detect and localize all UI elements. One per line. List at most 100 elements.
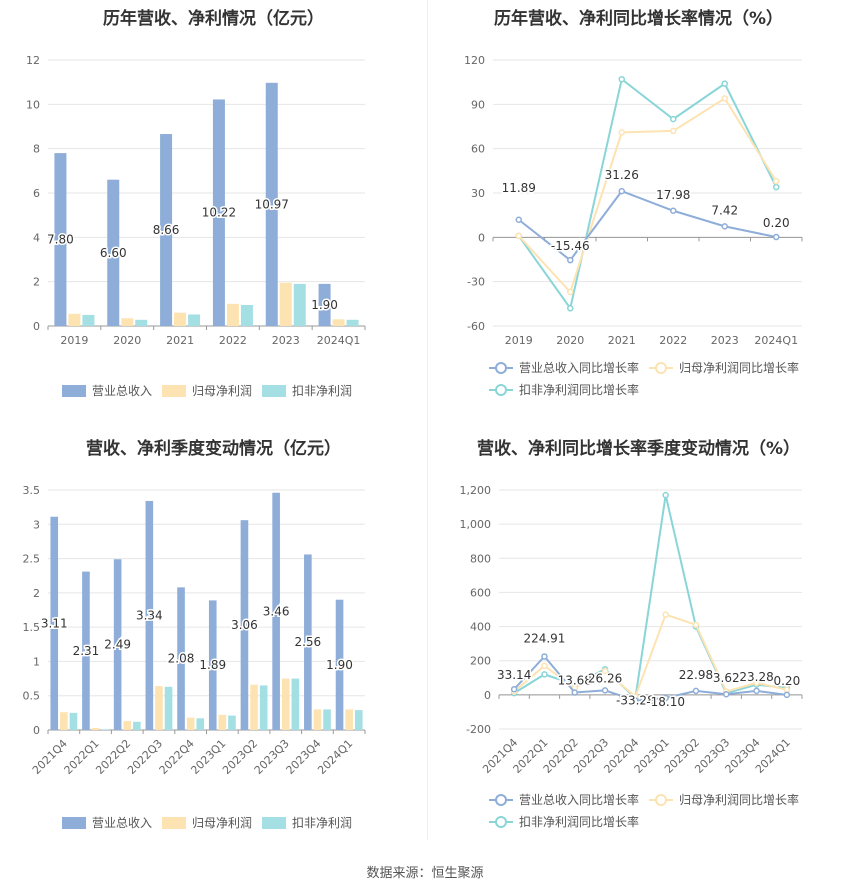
data-label: 1.90 [326,658,353,672]
series-point [721,95,728,102]
bar [186,717,195,730]
annual-revenue-profit-chart: 0 2 4 6 8 10 12 2019 2020 2021 2022 2023 2024Q1 7.80 6… [26,54,366,398]
y-tick-label: 2 [33,587,40,600]
bar [101,729,109,730]
y-tick-label: 10 [26,98,40,111]
x-tick-label: 2022 [219,334,247,347]
legend-label: 营业总收入 [92,384,152,398]
x-tick-label: 2019 [60,334,88,347]
data-source: 数据来源：恒生聚源 [366,866,484,881]
y-tick-label: 90 [471,98,485,111]
data-label: 3.06 [231,618,258,632]
bar [208,600,217,730]
panel-divider [427,0,428,840]
legend-label: 归母净利润同比增长率 [679,360,799,375]
bar [304,554,312,730]
data-label: 0.20 [763,216,790,230]
series-point [721,223,728,230]
data-label: -18.10 [646,695,685,709]
legend-swatch [62,817,86,829]
y-tick-label: 3.5 [23,484,41,497]
data-label: 6.60 [100,246,127,260]
y-tick-label: -30 [467,276,485,289]
data-label: 7.80 [47,233,74,247]
y-tick-label: 400 [470,621,491,634]
y-tick-label: 0 [33,724,40,737]
legend-swatch [262,817,286,829]
series-point [670,115,677,123]
series-point [632,697,639,704]
data-label: 7.42 [711,203,738,217]
y-tick-label: 8 [33,143,40,156]
series-point [515,216,522,224]
legend-swatch [262,385,286,397]
series-point [567,288,574,296]
legend-label: 归母净利润同比增长率 [679,792,799,807]
y-tick-label: -60 [467,320,485,333]
series-point [670,207,677,215]
bar [218,714,227,730]
x-tick-label: 2024Q1 [754,334,798,347]
legend-label: 营业总收入 [92,816,152,830]
legend-marker [655,794,667,806]
series-point [662,611,669,618]
data-label: 8.66 [153,223,180,237]
bar [272,492,280,730]
legend-marker [655,362,667,374]
bar [250,684,258,730]
bar [228,715,236,730]
annual-growth-panel: 历年营收、净利同比增长率情况（%） -60 -30 0 30 60 90 120 2019 20… [427,0,850,420]
bar [54,153,67,326]
series-point [601,667,609,675]
bar [91,727,100,730]
series-point [773,233,780,241]
bar [345,709,353,730]
series-point [541,671,548,678]
bar [332,319,345,326]
data-label: 3.46 [263,604,290,618]
annual-revenue-profit-title: 历年营收、净利情况（亿元） [103,9,324,29]
legend-swatch [62,385,86,397]
quarterly-revenue-profit-chart: 00.511.522.533.52021Q42022Q12022Q22022Q3… [23,484,366,830]
bar [145,500,154,730]
bar [107,179,120,326]
bar [164,686,173,730]
y-tick-label: 600 [470,586,491,599]
annual-growth-chart: -60 -30 0 30 60 90 120 2019 2020 2021 2022 2023 2024… [464,54,803,397]
data-label: 11.89 [502,181,536,195]
legend-label: 扣非净利润 [292,816,352,830]
y-tick-label: 0 [484,689,491,702]
quarterly-growth-panel: 营收、净利同比增长率季度变动情况（%） -200 0 200 400 600 800 1,0… [427,426,850,846]
bar [293,283,306,326]
x-tick-label: 2019 [505,334,533,347]
data-label: 0.20 [773,674,800,688]
quarterly-growth-chart: -20002004006008001,0001,2002021Q42022Q12… [460,484,803,829]
x-tick-label: 2022 [659,334,687,347]
bar [323,709,331,730]
data-label: 2.56 [294,635,321,649]
y-tick-label: 3 [33,518,40,531]
data-label: -33.28 [616,694,655,708]
bar [279,282,292,326]
y-tick-label: 1.5 [23,621,41,634]
data-label: 33.14 [497,668,531,682]
series-line [513,654,787,702]
series-line [513,494,787,701]
data-label: 2.31 [73,644,100,658]
y-tick-label: 4 [33,231,40,244]
y-tick-label: 800 [470,552,491,565]
quarterly-revenue-profit-title: 营收、净利季度变动情况（亿元） [86,439,341,459]
series-point [723,690,730,698]
series-point [670,127,677,135]
bar [265,82,278,326]
x-tick-label: 2021 [166,334,194,347]
x-tick-label: 2020 [556,334,584,347]
data-label: 1.89 [199,658,226,672]
bar [226,303,239,326]
bar [160,134,173,326]
bar [82,314,95,326]
quarterly-revenue-profit-panel: 营收、净利季度变动情况（亿元） 0 0.5 1 1.5 2 2.5 3 3.5 2021Q4 20… [0,426,427,846]
series-point [773,183,780,191]
y-tick-label: -200 [466,723,491,736]
series-point [515,232,522,240]
